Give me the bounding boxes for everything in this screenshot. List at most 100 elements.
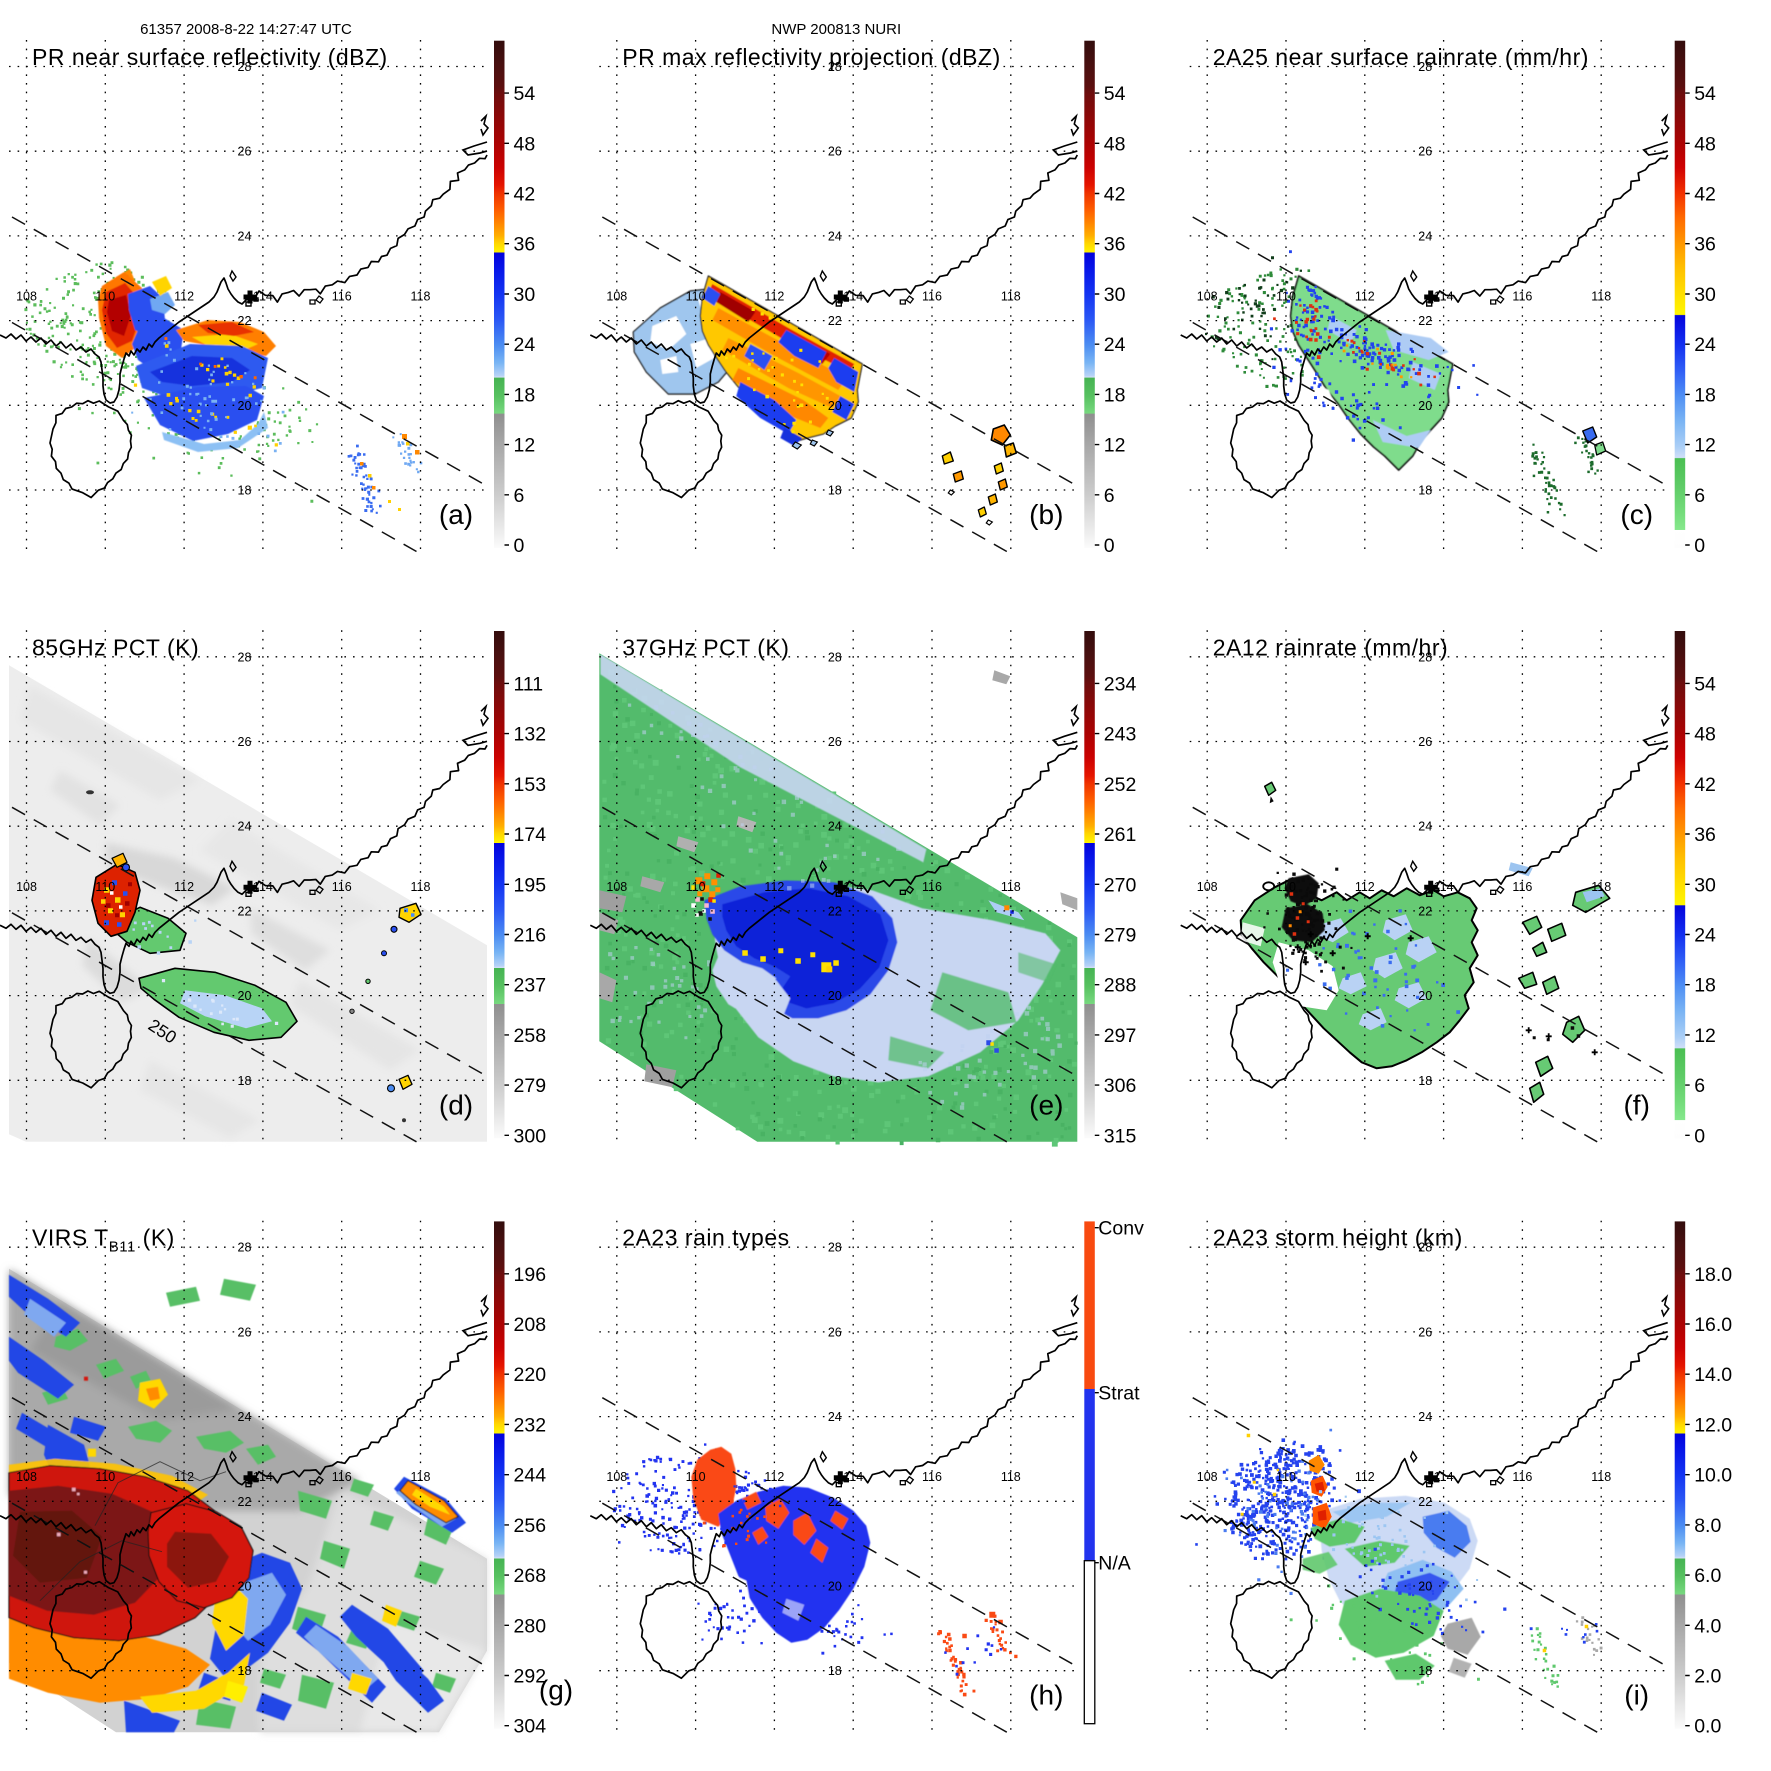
svg-text:42: 42 [1104,184,1126,206]
svg-text:2A23 rain types: 2A23 rain types [622,1225,789,1251]
svg-text:30: 30 [1694,874,1716,896]
svg-text:208: 208 [514,1314,547,1336]
svg-text:304: 304 [514,1716,547,1738]
svg-text:Strat: Strat [1098,1383,1140,1405]
svg-text:174: 174 [514,824,547,846]
svg-text:48: 48 [1694,133,1716,155]
svg-text:N/A: N/A [1098,1553,1131,1575]
svg-text:111: 111 [514,673,544,695]
svg-text:24: 24 [1694,334,1716,356]
svg-text:12: 12 [1694,435,1716,457]
svg-text:292: 292 [514,1666,547,1688]
svg-text:48: 48 [1104,133,1126,155]
svg-text:216: 216 [514,925,547,947]
svg-text:0: 0 [1694,1125,1705,1147]
svg-text:268: 268 [514,1565,547,1587]
svg-text:315: 315 [1104,1125,1137,1147]
svg-text:300: 300 [514,1125,547,1147]
svg-text:132: 132 [514,724,547,746]
svg-text:(b): (b) [1029,499,1063,530]
svg-text:36: 36 [1694,234,1716,256]
svg-text:VIRS TB11 (K): VIRS TB11 (K) [32,1225,175,1256]
svg-text:24: 24 [1104,334,1126,356]
svg-text:54: 54 [514,83,536,105]
svg-text:(g): (g) [539,1675,573,1706]
svg-text:6: 6 [514,485,525,507]
svg-text:270: 270 [1104,874,1137,896]
svg-text:2A23 storm height (km): 2A23 storm height (km) [1213,1225,1463,1251]
svg-text:(a): (a) [439,499,473,530]
svg-text:30: 30 [514,284,536,306]
svg-text:PR near surface reflectivity (: PR near surface reflectivity (dBZ) [32,44,388,70]
svg-text:280: 280 [514,1615,547,1637]
svg-text:36: 36 [1104,234,1126,256]
svg-text:256: 256 [514,1515,547,1537]
svg-text:18: 18 [1694,384,1716,406]
svg-text:10.0: 10.0 [1694,1465,1732,1487]
svg-text:(h): (h) [1029,1680,1063,1711]
svg-text:(d): (d) [439,1089,473,1120]
svg-text:14.0: 14.0 [1694,1364,1732,1386]
svg-text:279: 279 [514,1075,547,1097]
svg-text:306: 306 [1104,1075,1137,1097]
svg-text:(e): (e) [1029,1089,1063,1120]
svg-text:36: 36 [1694,824,1716,846]
svg-text:252: 252 [1104,774,1137,796]
svg-text:24: 24 [514,334,536,356]
svg-text:6: 6 [1694,1075,1705,1097]
svg-text:2.0: 2.0 [1694,1666,1721,1688]
svg-text:(c): (c) [1620,499,1653,530]
svg-text:37GHz PCT (K): 37GHz PCT (K) [622,634,789,660]
svg-text:195: 195 [514,874,547,896]
svg-text:2A25 near surface rainrate (mm: 2A25 near surface rainrate (mm/hr) [1213,44,1589,70]
svg-text:258: 258 [514,1025,547,1047]
svg-text:12: 12 [514,435,536,457]
svg-text:54: 54 [1694,673,1716,695]
svg-text:61357 2008-8-22 14:27:47 UTC: 61357 2008-8-22 14:27:47 UTC [140,21,352,38]
svg-text:30: 30 [1104,284,1126,306]
svg-text:42: 42 [514,184,536,206]
svg-text:261: 261 [1104,824,1137,846]
svg-text:243: 243 [1104,724,1137,746]
svg-text:8.0: 8.0 [1694,1515,1721,1537]
svg-text:234: 234 [1104,673,1137,695]
svg-text:288: 288 [1104,975,1137,997]
svg-text:153: 153 [514,774,547,796]
svg-text:6.0: 6.0 [1694,1565,1721,1587]
svg-text:0: 0 [1104,535,1115,557]
svg-text:4.0: 4.0 [1694,1615,1721,1637]
svg-text:(f): (f) [1623,1089,1649,1120]
svg-text:PR max reflectivity projection: PR max reflectivity projection (dBZ) [622,44,1000,70]
svg-text:54: 54 [1104,83,1126,105]
svg-text:2A12 rainrate (mm/hr): 2A12 rainrate (mm/hr) [1213,634,1448,660]
svg-text:237: 237 [514,975,547,997]
svg-text:0: 0 [1694,535,1705,557]
svg-text:42: 42 [1694,774,1716,796]
svg-text:48: 48 [1694,724,1716,746]
svg-text:196: 196 [514,1264,547,1286]
svg-text:24: 24 [1694,925,1716,947]
svg-text:48: 48 [514,133,536,155]
svg-text:12: 12 [1694,1025,1716,1047]
svg-text:18: 18 [1104,384,1126,406]
svg-text:12.0: 12.0 [1694,1414,1732,1436]
svg-text:6: 6 [1104,485,1115,507]
svg-text:279: 279 [1104,925,1137,947]
svg-text:18: 18 [514,384,536,406]
svg-text:(i): (i) [1624,1680,1649,1711]
svg-text:18: 18 [1694,975,1716,997]
svg-text:54: 54 [1694,83,1716,105]
svg-text:12: 12 [1104,435,1126,457]
svg-text:297: 297 [1104,1025,1137,1047]
svg-text:220: 220 [514,1364,547,1386]
svg-text:0.0: 0.0 [1694,1716,1721,1738]
svg-text:42: 42 [1694,184,1716,206]
svg-text:232: 232 [514,1414,547,1436]
svg-text:18.0: 18.0 [1694,1264,1732,1286]
svg-text:16.0: 16.0 [1694,1314,1732,1336]
svg-text:0: 0 [514,535,525,557]
svg-text:85GHz PCT (K): 85GHz PCT (K) [32,634,199,660]
svg-text:NWP 200813 NURI: NWP 200813 NURI [771,21,901,38]
svg-text:Conv: Conv [1098,1218,1144,1240]
svg-text:36: 36 [514,234,536,256]
